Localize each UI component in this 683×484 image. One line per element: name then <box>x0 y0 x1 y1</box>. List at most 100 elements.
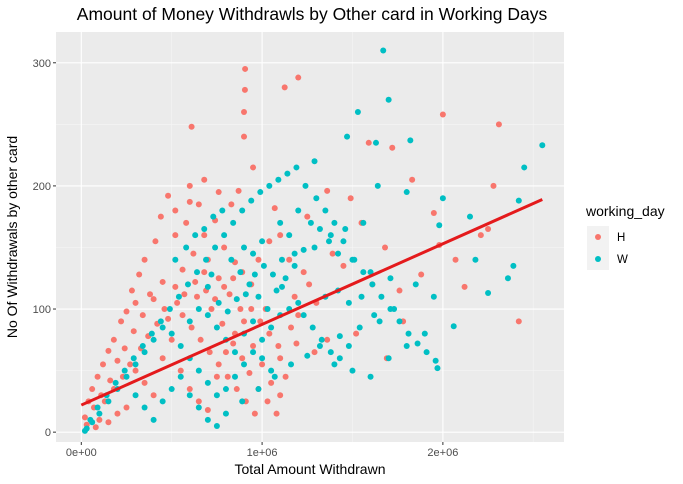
scatter-point-w <box>233 296 240 303</box>
scatter-point-w <box>222 386 229 393</box>
scatter-point-w <box>278 283 285 290</box>
scatter-point-h <box>215 361 222 368</box>
scatter-point-w <box>510 262 517 269</box>
scatter-point-h <box>159 355 166 362</box>
scatter-point-w <box>295 299 302 306</box>
scatter-point-w <box>387 275 394 282</box>
scatter-point-h <box>213 373 220 380</box>
scatter-point-w <box>139 342 146 349</box>
scatter-point-h <box>288 324 295 331</box>
scatter-point-h <box>490 182 497 189</box>
scatter-point-w <box>186 318 193 325</box>
scatter-point-h <box>277 355 284 362</box>
scatter-point-w <box>288 361 295 368</box>
scatter-point-h <box>136 271 143 278</box>
scatter-point-h <box>241 133 248 140</box>
scatter-point-h <box>201 232 208 239</box>
scatter-point-h <box>105 347 112 354</box>
scatter-point-w <box>172 256 179 263</box>
scatter-point-w <box>278 256 285 263</box>
scatter-point-w <box>291 250 298 257</box>
scatter-point-h <box>418 271 425 278</box>
scatter-point-h <box>241 86 248 93</box>
scatter-point-w <box>372 139 379 146</box>
scatter-point-h <box>230 275 237 282</box>
legend-title: working_day <box>585 203 665 219</box>
scatter-point-w <box>273 287 280 294</box>
scatter-point-h <box>172 283 179 290</box>
scatter-point-w <box>166 306 173 313</box>
scatter-point-w <box>316 226 323 232</box>
scatter-point-w <box>380 47 387 54</box>
x-tick-label: 0e+00 <box>66 447 97 459</box>
scatter-point-w <box>450 323 457 330</box>
scatter-point-w <box>201 226 208 232</box>
scatter-point-w <box>230 219 237 226</box>
scatter-point-w <box>374 182 381 189</box>
scatter-point-h <box>94 373 101 380</box>
scatter-point-w <box>282 275 289 282</box>
scatter-point-w <box>311 158 318 165</box>
scatter-point-h <box>130 328 137 335</box>
chart-title: Amount of Money Withdrawls by Other card… <box>77 4 548 24</box>
scatter-point-w <box>318 336 325 343</box>
scatter-point-h <box>430 209 437 216</box>
scatter-point-h <box>128 287 135 294</box>
scatter-point-h <box>324 187 331 194</box>
scatter-point-h <box>212 296 219 303</box>
scatter-point-w <box>242 291 249 298</box>
scatter-point-h <box>150 392 157 399</box>
scatter-point-h <box>114 357 121 364</box>
scatter-point-h <box>389 144 396 151</box>
scatter-point-h <box>248 306 255 313</box>
scatter-point-h <box>215 275 222 282</box>
scatter-point-w <box>485 290 492 297</box>
scatter-point-w <box>150 416 157 423</box>
trend-line <box>80 198 543 407</box>
scatter-point-w <box>396 318 403 325</box>
scatter-point-w <box>385 355 392 362</box>
scatter-point-h <box>259 361 266 368</box>
x-tick-label: 1e+06 <box>247 447 278 459</box>
scatter-point-w <box>349 367 356 374</box>
scatter-point-h <box>219 320 226 327</box>
scatter-point-w <box>168 386 175 393</box>
scatter-point-h <box>286 256 293 263</box>
scatter-point-w <box>159 398 166 405</box>
scatter-point-h <box>159 278 166 285</box>
scatter-point-w <box>340 238 347 245</box>
scatter-point-w <box>195 306 202 313</box>
scatter-point-w <box>250 250 257 257</box>
scatter-point-h <box>161 306 168 313</box>
major-gridlines <box>56 32 564 442</box>
scatter-point-h <box>177 367 184 374</box>
y-tick-label: 0 <box>45 427 51 439</box>
scatter-point-h <box>275 342 282 349</box>
scatter-point-w <box>231 373 238 380</box>
scatter-point-h <box>105 419 112 426</box>
scatter-point-w <box>412 281 419 288</box>
scatter-point-w <box>203 256 210 263</box>
y-tick-label: 100 <box>33 304 51 316</box>
scatter-point-w <box>251 271 258 278</box>
scatter-point-h <box>452 256 459 263</box>
scatter-point-w <box>367 373 374 380</box>
scatter-point-h <box>485 226 492 232</box>
scatter-point-w <box>96 410 103 417</box>
scatter-point-w <box>515 197 522 204</box>
scatter-point-w <box>293 164 300 171</box>
scatter-point-h <box>293 340 300 347</box>
scatter-point-w <box>219 207 226 214</box>
scatter-point-h <box>96 416 103 423</box>
scatter-point-w <box>175 293 182 300</box>
scatter-point-w <box>222 410 229 417</box>
scatter-point-h <box>329 250 336 257</box>
scatter-point-w <box>208 271 215 278</box>
scatter-point-w <box>239 207 246 214</box>
scatter-point-w <box>264 306 271 313</box>
scatter-point-h <box>139 312 146 319</box>
scatter-point-w <box>248 197 255 204</box>
scatter-point-w <box>331 219 338 226</box>
scatter-point-w <box>250 318 257 325</box>
